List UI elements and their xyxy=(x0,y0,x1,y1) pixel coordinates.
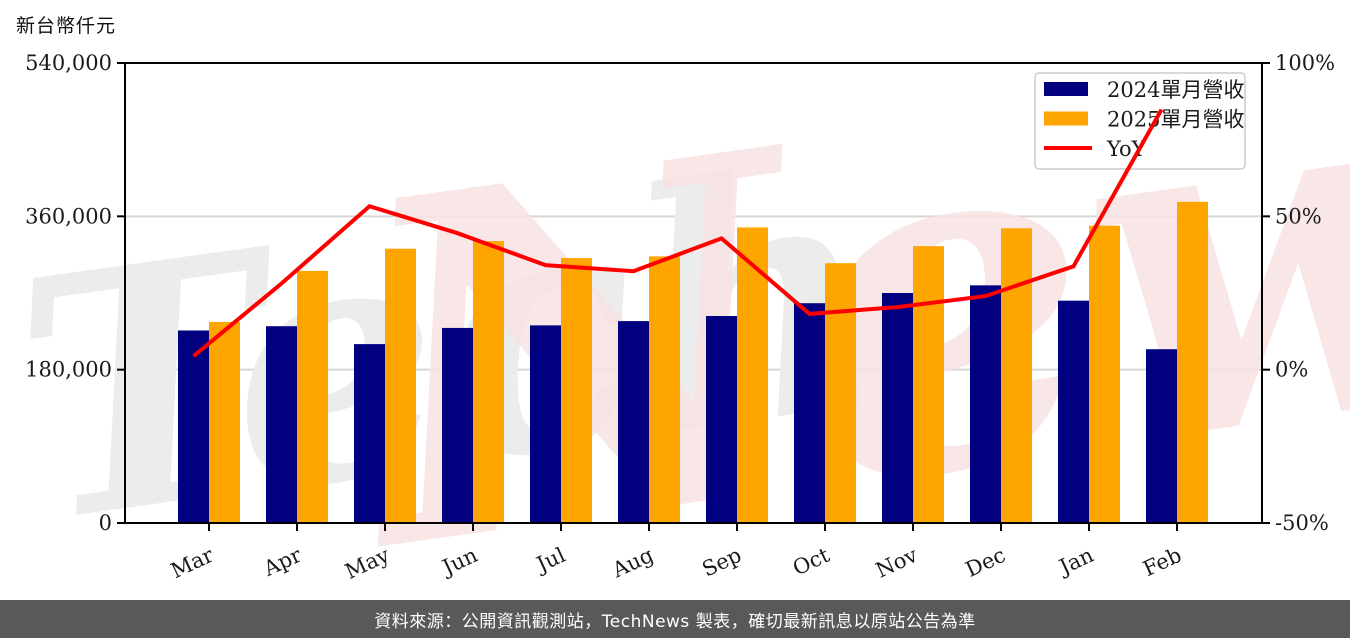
right-axis-tick-label: -50% xyxy=(1275,511,1329,535)
bar-2024-aug xyxy=(618,321,649,523)
bar-2025-oct xyxy=(825,263,856,523)
yoy-line xyxy=(192,108,1164,358)
bar-2025-apr xyxy=(297,270,328,523)
bar-2025-jun xyxy=(473,241,504,523)
bar-2024-jan xyxy=(1058,300,1089,523)
bar-2024-dec xyxy=(970,285,1001,523)
legend-box xyxy=(1034,72,1246,170)
bar-2024-sep xyxy=(706,316,737,523)
source-footer-text: 資料來源：公開資訊觀測站，TechNews 製表，確切最新訊息以原站公告為準 xyxy=(374,611,976,632)
bar-2025-aug xyxy=(649,256,680,523)
bar-2024-apr xyxy=(266,326,297,523)
right-axis-tick-label: 100% xyxy=(1275,51,1335,75)
legend-swatch-2025 xyxy=(1044,111,1088,126)
left-axis-tick-label: 360,000 xyxy=(25,204,112,228)
bar-2024-nov xyxy=(882,293,913,523)
bar-2024-feb xyxy=(1146,349,1177,523)
left-axis-tick-label: 540,000 xyxy=(25,51,112,75)
bar-2025-nov xyxy=(913,246,944,524)
legend-swatch-2024 xyxy=(1044,82,1088,96)
bar-2025-feb xyxy=(1177,201,1208,523)
bar-2025-may xyxy=(385,248,416,523)
bar-2024-may xyxy=(354,344,385,523)
plot-border xyxy=(124,62,1263,524)
left-axis-tick-label: 0 xyxy=(99,511,112,535)
legend-label: 2024單月營收 xyxy=(1107,78,1244,102)
bar-2024-mar xyxy=(178,330,209,523)
right-axis-tick-label: 50% xyxy=(1275,204,1322,228)
bar-2025-jan xyxy=(1089,225,1120,523)
source-footer: 資料來源：公開資訊觀測站，TechNews 製表，確切最新訊息以原站公告為準 xyxy=(0,600,1350,638)
bar-2025-mar xyxy=(209,321,240,523)
bar-2025-sep xyxy=(737,227,768,523)
left-axis-tick-label: 180,000 xyxy=(25,358,112,382)
legend-label: 2025單月營收 xyxy=(1107,108,1244,132)
revenue-yoy-chart: TechNews540,000100%360,00050%180,0000%0-… xyxy=(0,0,1350,600)
bar-2024-jul xyxy=(530,325,561,523)
right-axis-tick-label: 0% xyxy=(1275,358,1308,382)
bar-2024-oct xyxy=(794,303,825,523)
bar-2025-jul xyxy=(561,258,592,523)
bar-2025-dec xyxy=(1001,228,1032,523)
y-axis-unit-label: 新台幣仟元 xyxy=(16,15,117,37)
bar-2024-jun xyxy=(442,327,473,523)
